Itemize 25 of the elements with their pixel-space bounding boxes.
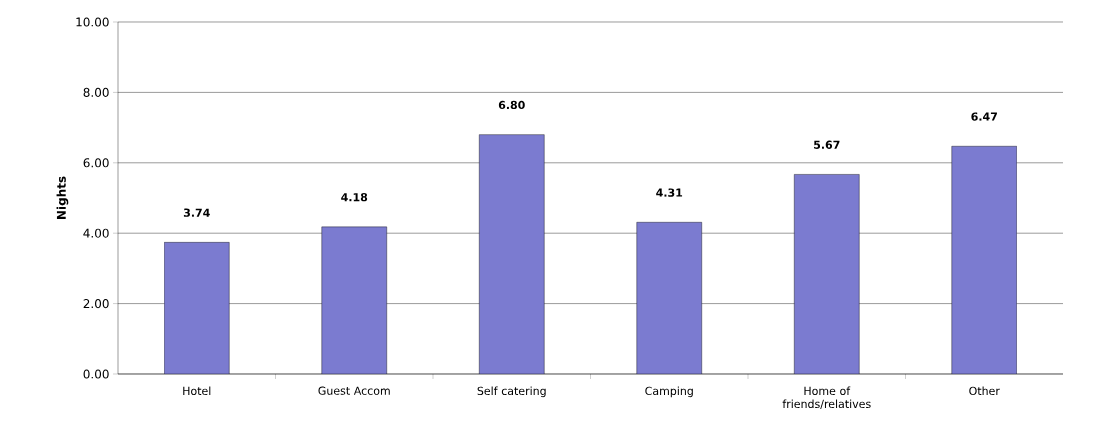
- x-tick-label: Hotel: [183, 386, 211, 396]
- bar: [794, 174, 860, 374]
- y-tick-label: 4.00: [83, 228, 109, 238]
- y-axis-title: Nights: [56, 176, 69, 219]
- data-label: 4.18: [341, 193, 368, 202]
- bar: [951, 146, 1017, 374]
- y-tick-label: 8.00: [83, 87, 109, 97]
- bar: [479, 134, 545, 374]
- y-tick-label: 2.00: [83, 299, 109, 309]
- y-tick-label: 0.00: [83, 369, 109, 379]
- x-tick-label: Guest Accom: [318, 386, 390, 395]
- x-tick-label: Other: [969, 386, 1000, 396]
- data-label: 6.80: [498, 100, 525, 110]
- x-tick-label: Camping: [645, 386, 693, 398]
- data-label: 3.74: [183, 208, 210, 217]
- bar: [321, 226, 387, 374]
- x-tick-label: Self catering: [477, 386, 546, 398]
- data-label: 5.67: [814, 140, 840, 149]
- data-label: 4.31: [656, 188, 683, 197]
- x-tick-label: Home of friends/relatives: [782, 386, 871, 409]
- data-label: 6.47: [971, 112, 997, 121]
- y-tick-label: 10.00: [76, 17, 109, 27]
- y-tick-label: 6.00: [83, 158, 109, 168]
- bar: [164, 242, 230, 374]
- bar: [636, 222, 702, 374]
